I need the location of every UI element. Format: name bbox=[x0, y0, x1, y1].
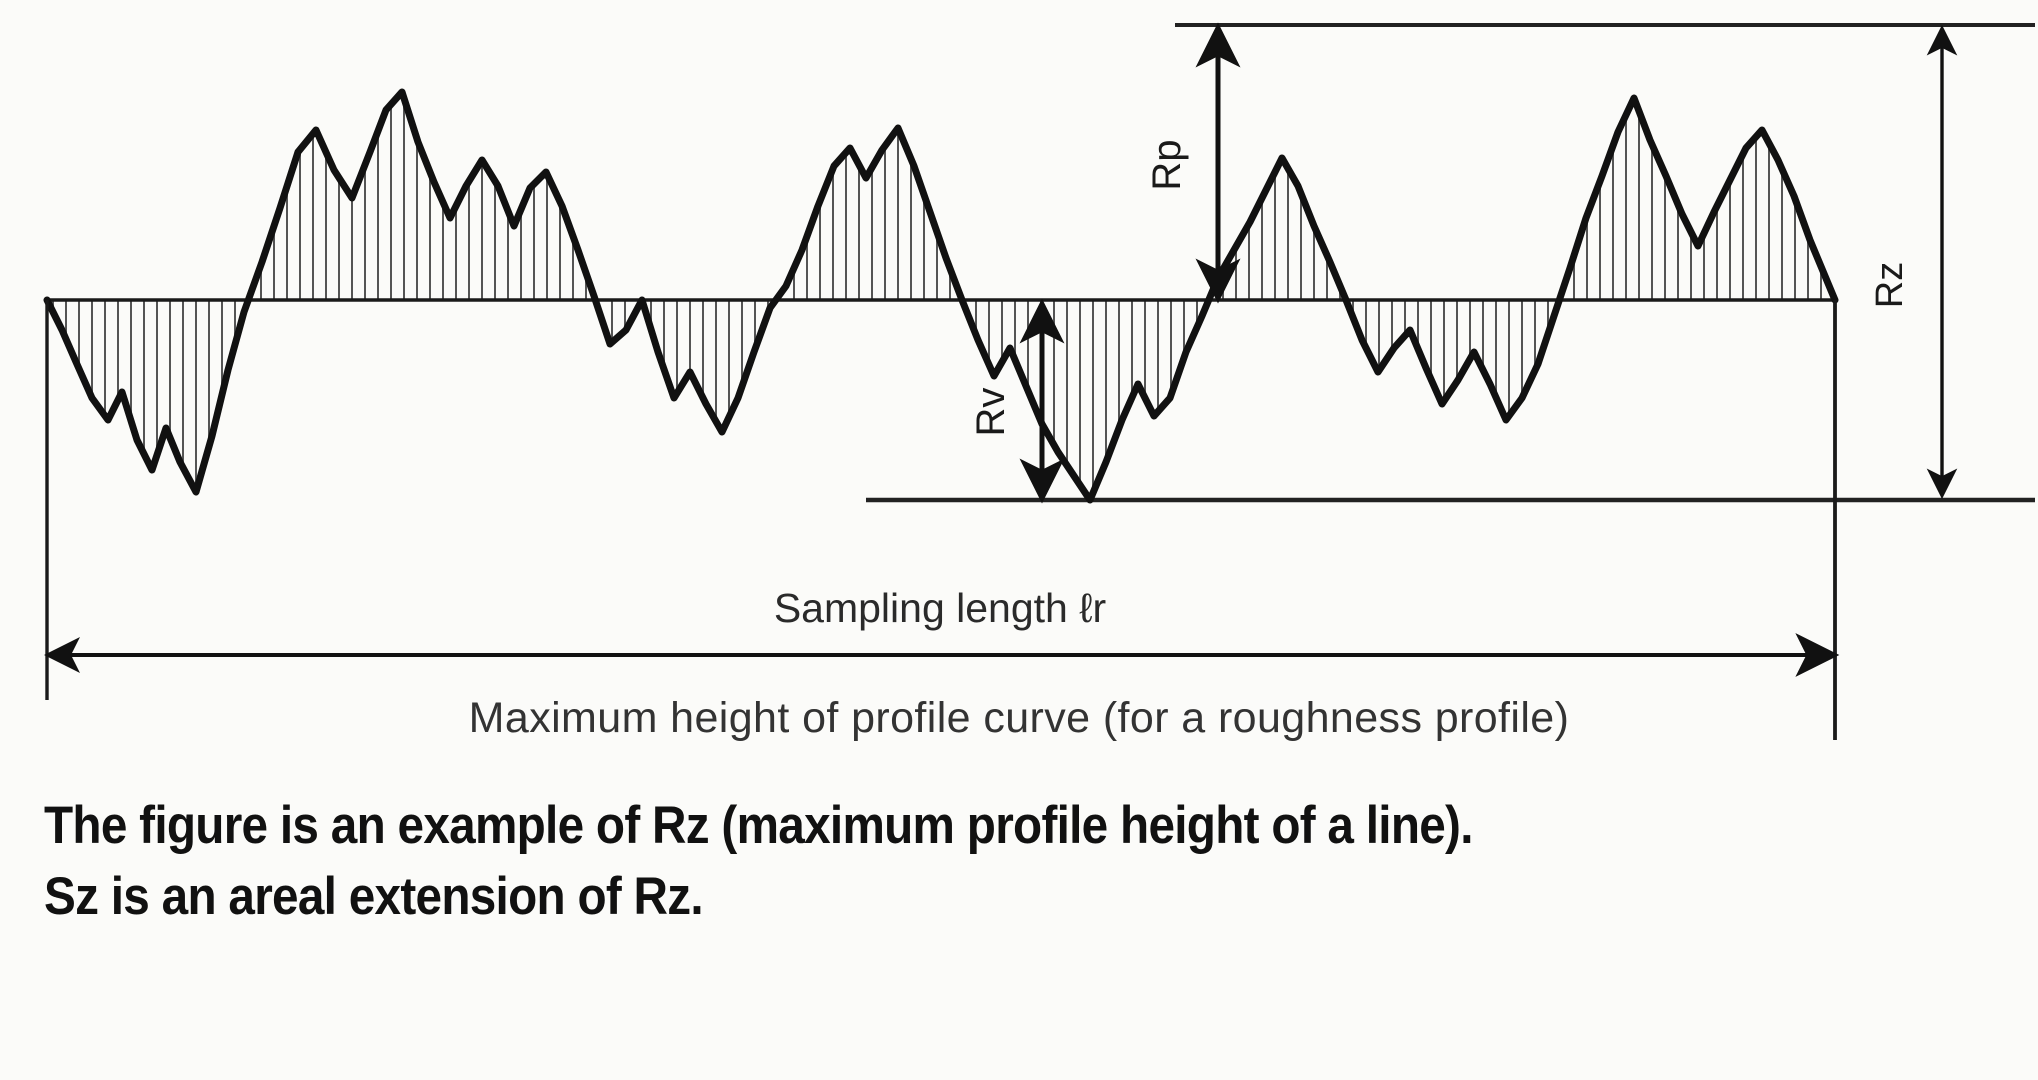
note-line-1: The figure is an example of Rz (maximum … bbox=[44, 796, 1473, 855]
profile-diagram-svg: Rp Rv Rz Sampling length ℓr bbox=[43, 22, 2035, 740]
note-line-2: Sz is an areal extension of Rz. bbox=[44, 867, 704, 927]
rz-label: Rz bbox=[1869, 262, 1911, 308]
sampling-length-label: Sampling length ℓr bbox=[774, 585, 1106, 631]
explanatory-note: The figure is an example of Rz (maximum … bbox=[44, 790, 1754, 932]
profile-hatching bbox=[51, 101, 1823, 490]
rp-label: Rp bbox=[1145, 139, 1189, 190]
figure-caption: Maximum height of profile curve (for a r… bbox=[468, 694, 1570, 742]
roughness-profile-curve bbox=[43, 88, 1839, 504]
rv-label: Rv bbox=[969, 388, 1013, 437]
roughness-profile-figure: Rp Rv Rz Sampling length ℓr Maximum heig… bbox=[43, 22, 2035, 742]
